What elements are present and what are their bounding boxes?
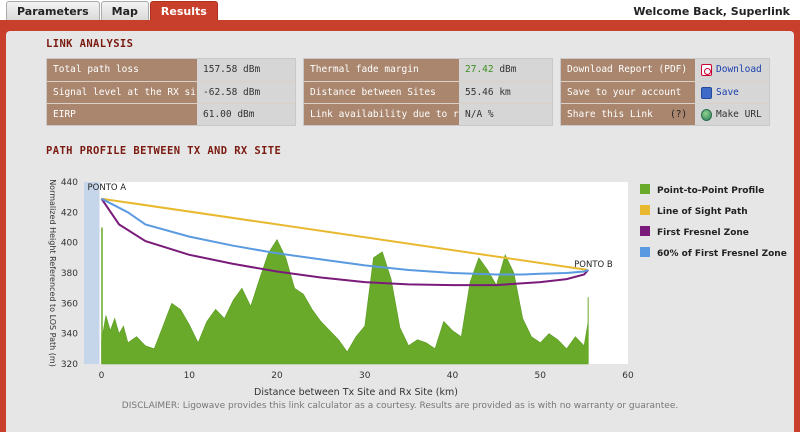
share-label-text: Share this Link: [567, 109, 653, 120]
rain-availability-row: Link availability due to rain N/A %: [304, 103, 552, 125]
welcome-text: Welcome Back, Superlink: [633, 5, 790, 18]
tx-site-band: [84, 182, 100, 364]
thermal-fade-margin-number: 27.42: [465, 64, 494, 75]
legend-swatch-3: [640, 247, 650, 257]
x-tick-label-0: 0: [99, 371, 105, 381]
save-link[interactable]: Save: [695, 82, 769, 103]
x-tick-label-6: 60: [622, 371, 634, 381]
series-line-3: [101, 197, 589, 276]
y-tick-label-0: 320: [61, 360, 78, 370]
tab-strip: Parameters Map Results: [6, 1, 219, 22]
x-tick-label-5: 50: [535, 371, 547, 381]
pdf-icon: [701, 64, 712, 76]
make-url-label[interactable]: Make URL: [716, 108, 762, 120]
path-profile-title: PATH PROFILE BETWEEN TX AND RX SITE: [46, 145, 282, 157]
eirp-label: EIRP: [47, 104, 197, 125]
save-link-label[interactable]: Save: [716, 86, 739, 98]
path-profile-chart: 320 340 360 380 400 420 440 0 10 20 30 40 50 60 Distan…: [48, 178, 787, 398]
share-label: Share this Link (?): [561, 104, 695, 125]
legend-label-0: Point-to-Point Profile: [657, 186, 764, 196]
disclaimer: DISCLAIMER: Ligowave provides this link …: [121, 401, 679, 411]
link-analysis-col3: Download Report (PDF) Download Save to y…: [560, 58, 770, 126]
signal-level-value: -62.58 dBm: [197, 82, 295, 103]
distance-value: 55.46 km: [459, 82, 552, 103]
save-row: Save to your account Save: [561, 81, 769, 103]
distance-label: Distance between Sites: [304, 82, 459, 103]
save-label: Save to your account: [561, 82, 695, 103]
y-axis-label: Normalized Height Referenced to LOS Path…: [48, 179, 57, 367]
y-tick-label-3: 380: [61, 269, 78, 279]
annotation-ponto-b: PONTO B: [574, 260, 613, 270]
thermal-fade-margin-row: Thermal fade margin 27.42 dBm: [304, 59, 552, 81]
series-line-2: [100, 198, 589, 287]
tab-map[interactable]: Map: [100, 1, 149, 22]
tab-parameters[interactable]: Parameters: [6, 1, 100, 22]
total-path-loss-row: Total path loss 157.58 dBm: [47, 59, 295, 81]
legend-label-1: Line of Sight Path: [657, 207, 748, 217]
distance-row: Distance between Sites 55.46 km: [304, 81, 552, 103]
x-axis-label: Distance between Tx Site and Rx Site (km…: [254, 387, 458, 398]
y-tick-label-5: 420: [61, 208, 78, 218]
y-tick-label-1: 340: [61, 330, 78, 340]
download-report-label: Download Report (PDF): [561, 59, 695, 81]
x-tick-label-2: 20: [271, 371, 283, 381]
tab-results[interactable]: Results: [149, 1, 218, 22]
rain-availability-value: N/A %: [459, 104, 552, 125]
link-analysis-col2: Thermal fade margin 27.42 dBm Distance b…: [303, 58, 553, 126]
y-tick-label-2: 360: [61, 299, 78, 309]
thermal-fade-margin-unit: dBm: [493, 64, 517, 75]
total-path-loss-value: 157.58 dBm: [197, 59, 295, 81]
download-link-label[interactable]: Download: [716, 64, 762, 75]
disk-icon: [701, 86, 712, 99]
y-tick-label-6: 440: [61, 178, 78, 188]
rain-availability-label: Link availability due to rain: [304, 104, 459, 125]
globe-icon: [701, 108, 712, 121]
download-report-row: Download Report (PDF) Download: [561, 59, 769, 81]
legend-swatch-2: [640, 226, 650, 236]
y-tick-label-4: 400: [61, 239, 78, 249]
x-tick-label-4: 40: [447, 371, 459, 381]
series-line-1: [101, 197, 589, 271]
legend-label-3: 60% of First Fresnel Zone: [657, 249, 787, 259]
eirp-value: 61.00 dBm: [197, 104, 295, 125]
eirp-row: EIRP 61.00 dBm: [47, 103, 295, 125]
legend-swatch-0: [640, 184, 650, 194]
x-tick-label-3: 30: [359, 371, 371, 381]
total-path-loss-label: Total path loss: [47, 59, 197, 81]
signal-level-label: Signal level at the RX site: [47, 82, 197, 103]
share-help-link[interactable]: (?): [669, 109, 688, 120]
make-url-link[interactable]: Make URL: [695, 104, 769, 125]
series-profile-area: [101, 238, 589, 365]
x-tick-label-1: 10: [184, 371, 196, 381]
link-analysis-title: LINK ANALYSIS: [46, 38, 134, 50]
download-link[interactable]: Download: [695, 59, 769, 81]
legend-swatch-1: [640, 205, 650, 215]
link-analysis-col1: Total path loss 157.58 dBm Signal level …: [46, 58, 296, 126]
top-bar: Parameters Map Results Welcome Back, Sup…: [0, 0, 800, 22]
annotation-ponto-a: PONTO A: [88, 183, 127, 193]
signal-level-row: Signal level at the RX site -62.58 dBm: [47, 81, 295, 103]
share-row: Share this Link (?) Make URL: [561, 103, 769, 125]
thermal-fade-margin-label: Thermal fade margin: [304, 59, 459, 81]
thermal-fade-margin-value: 27.42 dBm: [459, 59, 552, 81]
legend-label-2: First Fresnel Zone: [657, 228, 749, 238]
